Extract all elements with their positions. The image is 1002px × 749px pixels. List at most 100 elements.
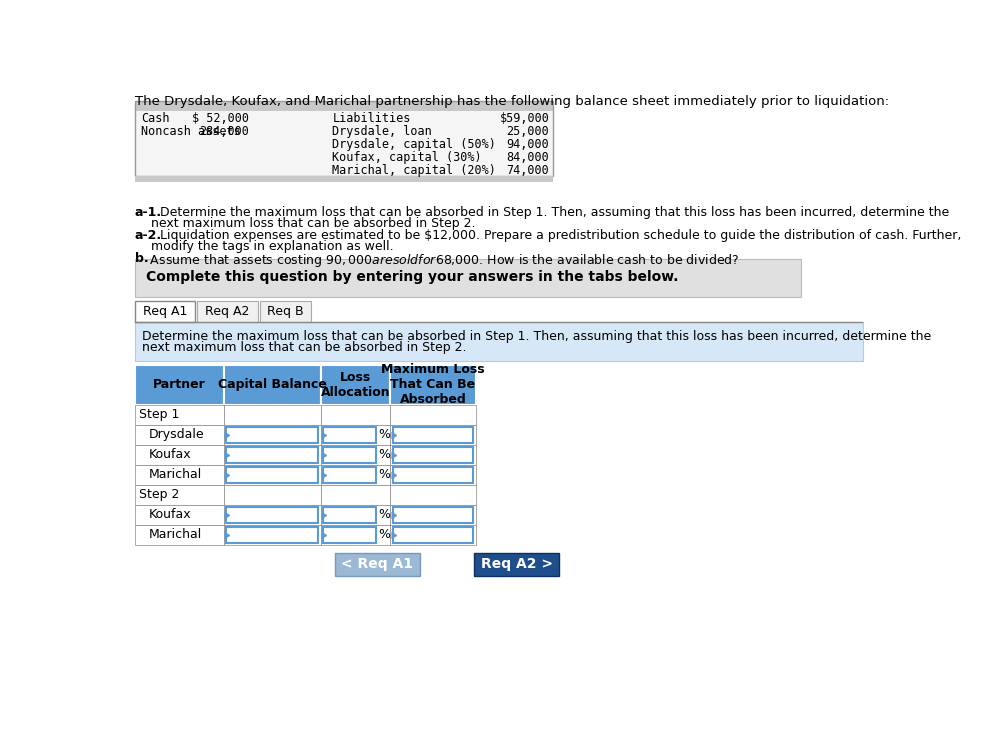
Bar xyxy=(134,445,223,465)
Bar xyxy=(321,485,390,505)
Bar xyxy=(197,301,258,322)
Bar xyxy=(134,176,553,182)
Bar xyxy=(321,445,390,465)
Text: Assume that assets costing $90,000 are sold for $68,000. How is the available ca: Assume that assets costing $90,000 are s… xyxy=(145,252,738,270)
Text: Marichal: Marichal xyxy=(148,468,201,482)
Bar xyxy=(134,258,801,297)
Bar xyxy=(390,365,475,404)
Bar xyxy=(393,447,473,463)
Text: Koufax: Koufax xyxy=(148,509,191,521)
Bar xyxy=(390,485,475,505)
Bar xyxy=(134,525,223,545)
Bar xyxy=(321,425,390,445)
Bar xyxy=(393,467,473,482)
Bar xyxy=(223,445,321,465)
Text: %: % xyxy=(378,509,390,521)
Text: Loss
Allocation: Loss Allocation xyxy=(321,371,390,398)
Bar xyxy=(134,111,553,176)
Text: Maximum Loss
That Can Be
Absorbed: Maximum Loss That Can Be Absorbed xyxy=(381,363,484,406)
Bar xyxy=(223,505,321,525)
Text: 94,000: 94,000 xyxy=(506,139,549,151)
Text: $ 52,000: $ 52,000 xyxy=(192,112,249,125)
Text: %: % xyxy=(378,428,390,441)
Bar xyxy=(223,404,321,425)
Bar xyxy=(335,553,420,576)
Bar xyxy=(134,365,223,404)
Text: The Drysdale, Koufax, and Marichal partnership has the following balance sheet i: The Drysdale, Koufax, and Marichal partn… xyxy=(134,95,888,109)
Bar xyxy=(223,365,321,404)
Text: Cash: Cash xyxy=(140,112,169,125)
Text: $59,000: $59,000 xyxy=(499,112,549,125)
Text: 84,000: 84,000 xyxy=(506,151,549,164)
Bar xyxy=(260,301,311,322)
Bar xyxy=(323,467,376,482)
Text: 284,000: 284,000 xyxy=(199,125,249,138)
Text: %: % xyxy=(378,468,390,482)
Bar xyxy=(223,425,321,445)
Bar xyxy=(223,525,321,545)
Bar xyxy=(134,100,553,111)
Text: next maximum loss that can be absorbed in Step 2.: next maximum loss that can be absorbed i… xyxy=(142,341,467,354)
Text: Partner: Partner xyxy=(152,378,205,391)
Text: Drysdale, loan: Drysdale, loan xyxy=(332,125,432,138)
Bar xyxy=(390,425,475,445)
Text: Drysdale, capital (50%): Drysdale, capital (50%) xyxy=(332,139,496,151)
Text: Liabilities: Liabilities xyxy=(332,112,410,125)
Bar xyxy=(321,465,390,485)
Text: Koufax, capital (30%): Koufax, capital (30%) xyxy=(332,151,481,164)
Text: Step 1: Step 1 xyxy=(138,408,178,422)
Bar xyxy=(223,465,321,485)
Text: Determine the maximum loss that can be absorbed in Step 1. Then, assuming that t: Determine the maximum loss that can be a… xyxy=(156,206,949,219)
Text: Noncash assets: Noncash assets xyxy=(140,125,240,138)
Text: Req A1: Req A1 xyxy=(142,305,187,318)
Bar xyxy=(134,465,223,485)
Bar xyxy=(134,322,863,361)
Bar xyxy=(474,553,559,576)
Text: Determine the maximum loss that can be absorbed in Step 1. Then, assuming that t: Determine the maximum loss that can be a… xyxy=(142,330,931,343)
Bar xyxy=(393,527,473,542)
Text: b.: b. xyxy=(134,252,148,265)
Text: Complete this question by entering your answers in the tabs below.: Complete this question by entering your … xyxy=(145,270,677,284)
Text: a-1.: a-1. xyxy=(134,206,161,219)
Text: next maximum loss that can be absorbed in Step 2.: next maximum loss that can be absorbed i… xyxy=(134,217,475,230)
Bar xyxy=(321,365,390,404)
Text: Marichal, capital (20%): Marichal, capital (20%) xyxy=(332,164,496,178)
Text: %: % xyxy=(378,529,390,542)
Text: Capital Balance: Capital Balance xyxy=(217,378,327,391)
Bar xyxy=(223,485,321,505)
Bar xyxy=(323,527,376,542)
Bar xyxy=(390,505,475,525)
Bar xyxy=(321,404,390,425)
Bar xyxy=(134,485,223,505)
Text: a-2.: a-2. xyxy=(134,229,161,242)
Text: modify the tags in explanation as well.: modify the tags in explanation as well. xyxy=(134,240,393,253)
Bar xyxy=(390,445,475,465)
Text: 74,000: 74,000 xyxy=(506,164,549,178)
Bar xyxy=(225,467,318,482)
Text: < Req A1: < Req A1 xyxy=(341,557,413,571)
Bar xyxy=(390,525,475,545)
Text: Req A2: Req A2 xyxy=(205,305,249,318)
Text: %: % xyxy=(378,449,390,461)
Text: Marichal: Marichal xyxy=(148,529,201,542)
Bar xyxy=(321,525,390,545)
Text: Liquidation expenses are estimated to be $12,000. Prepare a predistribution sche: Liquidation expenses are estimated to be… xyxy=(156,229,961,242)
Bar xyxy=(225,447,318,463)
Bar xyxy=(134,100,553,176)
Text: Req B: Req B xyxy=(267,305,304,318)
Text: Koufax: Koufax xyxy=(148,449,191,461)
Bar xyxy=(134,505,223,525)
Bar xyxy=(134,404,223,425)
Bar xyxy=(134,301,195,322)
Bar xyxy=(390,404,475,425)
Bar xyxy=(323,507,376,523)
Text: 25,000: 25,000 xyxy=(506,125,549,138)
Text: Step 2: Step 2 xyxy=(138,488,178,501)
Bar xyxy=(134,425,223,445)
Bar xyxy=(390,465,475,485)
Bar xyxy=(321,505,390,525)
Text: Req A2 >: Req A2 > xyxy=(480,557,552,571)
Bar xyxy=(225,507,318,523)
Text: Drysdale: Drysdale xyxy=(148,428,204,441)
Bar xyxy=(225,427,318,443)
